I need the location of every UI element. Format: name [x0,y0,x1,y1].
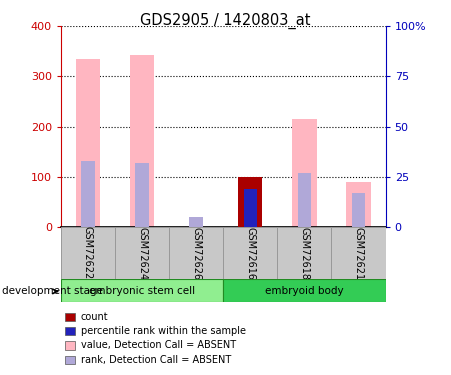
Text: GDS2905 / 1420803_at: GDS2905 / 1420803_at [140,13,311,29]
Bar [223,279,386,302]
Bar [61,279,223,302]
Bar [277,227,331,279]
Bar [244,189,257,227]
Text: percentile rank within the sample: percentile rank within the sample [81,326,246,336]
Bar [61,227,115,279]
Text: GSM72621: GSM72621 [354,226,364,280]
Bar [223,227,277,279]
Bar [189,217,203,227]
Text: count: count [81,312,108,322]
Bar [331,227,386,279]
Bar [115,227,169,279]
Text: GSM72616: GSM72616 [245,226,255,280]
Bar [352,193,365,227]
Bar [292,119,317,227]
Text: GSM72624: GSM72624 [137,226,147,280]
Text: embryonic stem cell: embryonic stem cell [89,286,195,296]
Bar [238,177,262,227]
Bar [298,173,311,227]
Text: GSM72618: GSM72618 [299,226,309,280]
Text: development stage: development stage [2,286,103,296]
Bar [135,163,149,227]
Bar [169,227,223,279]
Bar [130,56,154,227]
Text: GSM72622: GSM72622 [83,226,93,280]
Bar [81,160,95,227]
Text: embryoid body: embryoid body [265,286,344,296]
Bar [346,182,371,227]
Text: value, Detection Call = ABSENT: value, Detection Call = ABSENT [81,340,236,350]
Text: rank, Detection Call = ABSENT: rank, Detection Call = ABSENT [81,355,231,364]
Bar [76,59,100,227]
Text: GSM72626: GSM72626 [191,226,201,280]
